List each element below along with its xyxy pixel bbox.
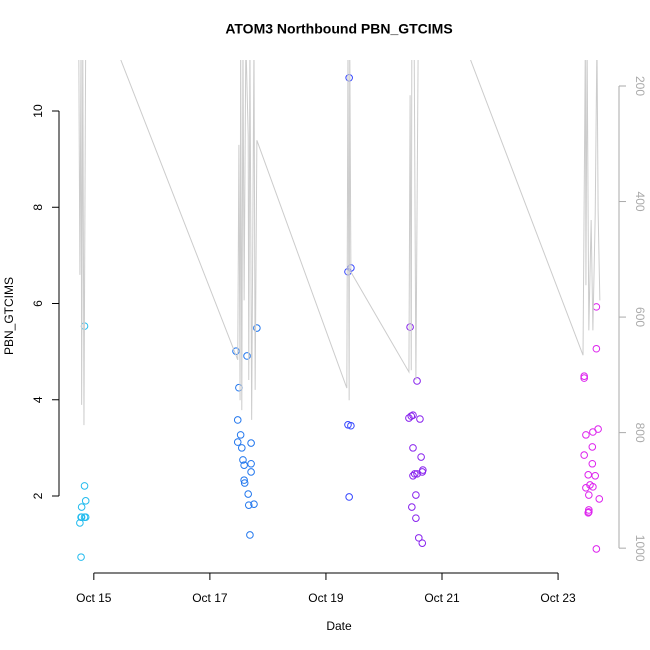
data-point — [237, 444, 246, 452]
data-point — [410, 470, 419, 478]
data-point — [580, 374, 588, 382]
x-tick-label: Oct 15 — [76, 591, 112, 605]
y-tick-label: 10 — [31, 104, 45, 118]
data-point — [409, 471, 417, 480]
data-point — [233, 438, 242, 446]
data-point — [240, 479, 249, 487]
data-point — [247, 459, 255, 468]
data-point — [584, 509, 593, 517]
y2-tick-label: 600 — [633, 307, 647, 327]
data-point — [243, 352, 251, 360]
data-point — [347, 421, 355, 430]
data-point — [246, 531, 254, 539]
x-tick-label: Oct 19 — [308, 591, 344, 605]
data-point — [407, 412, 416, 420]
x-tick-label: Oct 17 — [192, 591, 228, 605]
data-point — [585, 506, 593, 514]
y-tick-label: 6 — [31, 300, 45, 307]
data-point — [408, 503, 416, 511]
data-point — [247, 439, 255, 447]
data-point — [244, 501, 253, 509]
data-point — [413, 470, 421, 478]
data-point — [416, 415, 424, 423]
y-axis-title: PBN_GTCIMS — [2, 277, 16, 355]
data-point — [409, 411, 417, 419]
data-point — [589, 428, 597, 436]
data-point — [589, 483, 597, 491]
data-point — [592, 545, 601, 553]
x-tick-label: Oct 21 — [424, 591, 460, 605]
data-point — [77, 503, 86, 511]
data-point — [414, 534, 423, 542]
data-point — [592, 303, 601, 311]
data-point — [253, 324, 261, 332]
data-point — [418, 539, 427, 547]
data-point — [595, 495, 604, 503]
data-point — [233, 416, 242, 424]
data-line — [78, 60, 601, 426]
x-axis-title: Date — [326, 619, 352, 633]
data-point — [345, 74, 353, 82]
data-point — [406, 323, 414, 331]
data-point — [591, 471, 600, 480]
y-tick-label: 8 — [31, 204, 45, 211]
y2-tick-label: 1000 — [633, 535, 647, 562]
data-point — [239, 456, 247, 464]
data-point — [417, 453, 425, 461]
data-point — [418, 468, 427, 476]
data-point — [582, 431, 590, 439]
y2-tick-label: 400 — [633, 192, 647, 212]
x-tick-label: Oct 23 — [540, 591, 576, 605]
data-point — [250, 500, 258, 508]
data-point — [580, 372, 588, 380]
data-point — [412, 514, 420, 522]
chart-title: ATOM3 Northbound PBN_GTCIMS — [225, 21, 452, 37]
data-point — [240, 461, 248, 470]
data-point — [77, 513, 86, 521]
data-point — [235, 383, 243, 392]
data-point — [345, 493, 353, 501]
data-point — [80, 482, 89, 490]
data-point — [409, 444, 417, 452]
data-point — [585, 491, 593, 499]
data-point — [584, 471, 593, 479]
y-tick-label: 4 — [31, 396, 45, 403]
data-point — [588, 443, 597, 451]
data-point — [236, 431, 245, 439]
y-tick-label: 2 — [31, 492, 45, 499]
y2-tick-label: 800 — [633, 423, 647, 443]
data-point — [412, 491, 420, 499]
data-point — [580, 451, 588, 459]
data-point — [77, 553, 85, 561]
data-point — [81, 513, 90, 521]
y2-tick-label: 200 — [633, 76, 647, 96]
plot-area — [76, 60, 604, 561]
data-point — [81, 497, 90, 505]
data-point — [588, 459, 597, 468]
data-point — [247, 468, 255, 476]
data-point — [592, 344, 601, 353]
data-point — [413, 377, 421, 385]
data-point — [240, 476, 248, 484]
data-point — [244, 490, 252, 498]
